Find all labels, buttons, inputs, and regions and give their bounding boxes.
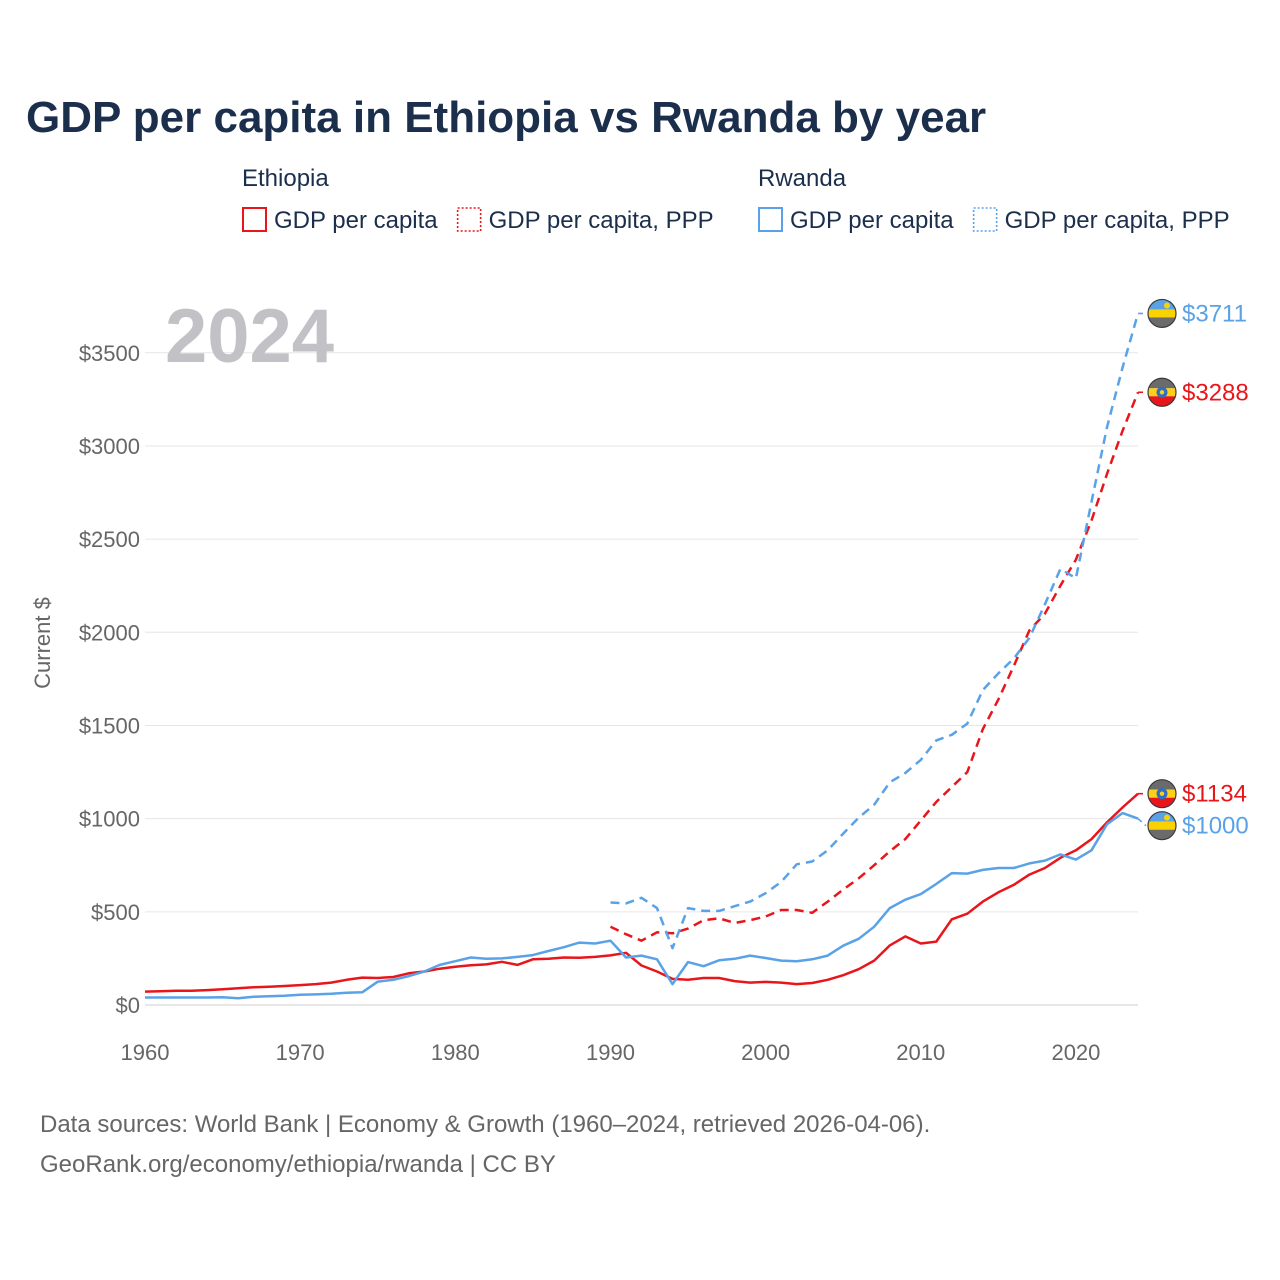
legend-swatch <box>456 207 482 232</box>
y-tick-label: $2500 <box>79 527 140 552</box>
end-value-label: $3711 <box>1182 300 1247 327</box>
series-line-ethiopia-gdp-per-capita-ppp <box>609 391 1140 942</box>
y-axis-label: Current $ <box>30 597 55 689</box>
legend-item-label: GDP per capita <box>274 207 438 234</box>
end-value-label: $3288 <box>1182 379 1249 406</box>
y-tick-label: $3000 <box>79 434 140 459</box>
rwanda-flag-icon <box>1147 811 1177 841</box>
y-tick-label: $1500 <box>79 713 140 738</box>
x-tick-label: 2000 <box>741 1040 790 1065</box>
gridlines <box>145 352 1138 1006</box>
year-watermark: 2024 <box>165 294 334 379</box>
end-connector <box>1137 818 1147 827</box>
x-axis-ticks: 1960 1970 1980 1990 2000 2010 2020 <box>121 1040 1101 1065</box>
legend-group-title: Ethiopia <box>242 165 329 192</box>
y-axis-ticks: $0 $500 $1000 $1500 $2000 $2500 $3000 $3500 <box>79 341 140 1018</box>
legend-swatch <box>972 207 998 232</box>
legend-item-label: GDP per capita, PPP <box>1005 207 1230 234</box>
end-value-label: $1134 <box>1182 781 1247 808</box>
x-tick-label: 1970 <box>276 1040 325 1065</box>
x-tick-label: 1980 <box>431 1040 480 1065</box>
x-tick-label: 1990 <box>586 1040 635 1065</box>
ethiopia-flag-icon <box>1147 377 1177 407</box>
chart-title: GDP per capita in Ethiopia vs Rwanda by … <box>26 93 986 142</box>
y-tick-label: $3500 <box>79 341 140 366</box>
legend-swatch <box>242 207 267 232</box>
x-tick-label: 2020 <box>1051 1040 1100 1065</box>
series-line-rwanda-gdp-per-capita <box>145 811 1139 1000</box>
legend-swatch <box>758 207 783 232</box>
legend-item-label: GDP per capita <box>790 207 954 234</box>
y-tick-label: $0 <box>116 993 140 1018</box>
y-tick-label: $2000 <box>79 620 140 645</box>
y-tick-label: $1000 <box>79 807 140 832</box>
end-value-label: $1000 <box>1182 813 1249 840</box>
footer-source: Data sources: World Bank | Economy & Gro… <box>40 1111 930 1138</box>
legend: Ethiopia GDP per capita GDP per capita, PP… <box>242 165 1230 234</box>
series-line-rwanda-gdp-per-capita-ppp <box>610 313 1140 950</box>
y-tick-label: $500 <box>91 900 140 925</box>
legend-item-label: GDP per capita, PPP <box>489 207 714 234</box>
x-tick-label: 1960 <box>121 1040 170 1065</box>
legend-group-title: Rwanda <box>758 165 847 192</box>
series-lines <box>144 313 1140 1000</box>
ethiopia-flag-icon <box>1147 779 1177 809</box>
series-end-labels: $3711 $3288 $1134 $1000 <box>1137 298 1249 841</box>
series-line-ethiopia-gdp-per-capita <box>144 792 1139 993</box>
footer-link: GeoRank.org/economy/ethiopia/rwanda | CC… <box>40 1151 556 1178</box>
rwanda-flag-icon <box>1147 298 1177 329</box>
x-tick-label: 2010 <box>896 1040 945 1065</box>
